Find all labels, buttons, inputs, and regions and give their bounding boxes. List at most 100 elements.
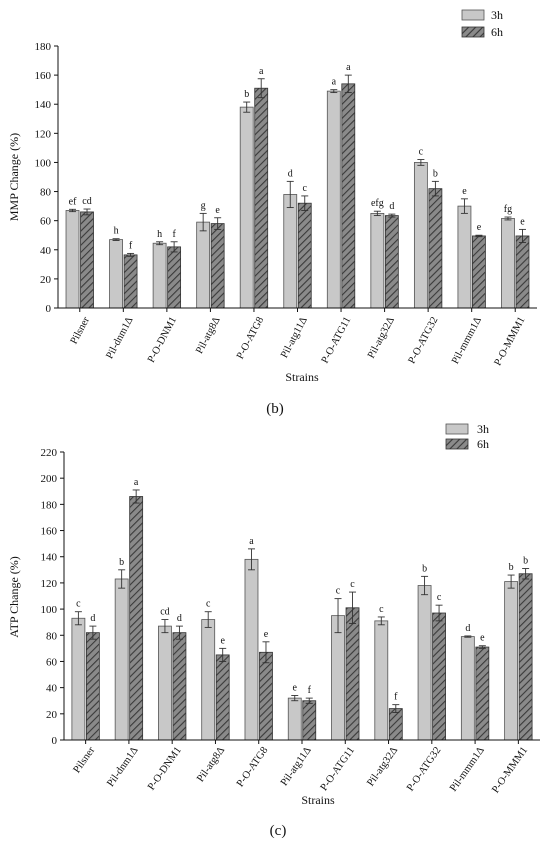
x-axis-title: Strains: [301, 793, 335, 807]
category-label: P-O-MMM1: [493, 315, 528, 368]
bar-3h: [65, 210, 80, 309]
significance-letter: c: [437, 592, 442, 603]
y-axis-ticks: 0 20 40 60 80 100 120 140 160 180: [35, 41, 58, 315]
bar-6h: [297, 202, 312, 309]
y-tick-label: 80: [40, 187, 52, 199]
category-labels: Pilsner Pil-dnm1Δ P-O-DNM1 Pil-atg8Δ P-O-ATG…: [69, 315, 528, 368]
significance-letter: e: [520, 216, 525, 227]
bar-3h: [244, 558, 259, 741]
y-tick-label: 0: [52, 735, 58, 747]
y-tick-label: 180: [41, 499, 58, 511]
significance-letter: c: [303, 183, 308, 194]
significance-letter: d: [389, 201, 394, 212]
significance-letter: g: [201, 200, 206, 211]
legend-swatch-3h: [445, 423, 469, 435]
significance-letter: a: [249, 536, 254, 547]
bar-3h: [239, 106, 254, 309]
bar-6h: [129, 496, 144, 741]
significance-letter: f: [172, 229, 176, 240]
y-tick-label: 140: [41, 552, 58, 564]
y-tick-label: 60: [46, 656, 58, 668]
significance-letter: e: [293, 682, 298, 693]
bar-3h: [283, 194, 298, 309]
significance-letter: d: [288, 168, 293, 179]
y-tick-label: 80: [46, 630, 58, 642]
significance-letter: c: [76, 599, 81, 610]
significance-letter: a: [346, 62, 351, 73]
y-tick-label: 60: [40, 216, 52, 228]
category-label: P-O-ATG8: [235, 315, 266, 361]
significance-letter: e: [215, 205, 220, 216]
bar-3h: [326, 90, 341, 309]
bar-6h: [210, 223, 225, 309]
significance-letter: a: [259, 66, 264, 77]
bar-6h: [259, 651, 273, 741]
x-axis-title: Strains: [285, 370, 319, 384]
bar-6h: [123, 254, 138, 309]
significance-letter: ef: [69, 196, 77, 207]
bar-6h: [515, 235, 530, 309]
category-label: Pil-atg8Δ: [194, 315, 223, 356]
category-label: P-O-ATG11: [319, 745, 357, 793]
bar-6h: [472, 235, 486, 309]
y-tick-label: 20: [40, 274, 52, 286]
bar-6h: [254, 87, 269, 309]
bar-3h: [196, 221, 211, 309]
bar-6h: [302, 700, 317, 741]
significance-letter: cd: [160, 607, 169, 618]
y-axis-ticks: 0 20 40 60 80 100 120 140 160 180 200 220: [41, 447, 64, 747]
bar-6h: [428, 188, 443, 309]
y-tick-label: 220: [41, 447, 58, 459]
significance-letter: h: [114, 226, 119, 237]
legend: 3h 6h: [445, 422, 489, 451]
legend-swatch-6h: [445, 438, 469, 450]
bar-6h: [215, 654, 230, 741]
significance-letter: fg: [504, 204, 512, 215]
axes: [57, 46, 537, 312]
bar-3h: [152, 242, 167, 309]
bar-3h: [413, 162, 428, 309]
significance-letter: d: [90, 613, 95, 624]
bar-6h: [80, 211, 94, 309]
y-tick-label: 40: [40, 245, 52, 257]
significance-letter: c: [336, 586, 341, 597]
bar-3h: [457, 205, 472, 309]
bar-3h: [158, 625, 172, 741]
bar-6h: [341, 83, 356, 309]
category-label: P-O-ATG32: [405, 745, 443, 793]
category-label: Pilsner: [69, 315, 93, 346]
category-label: Pil-dnm1Δ: [105, 745, 140, 789]
bar-3h: [201, 619, 216, 741]
category-label: Pil-dnm1Δ: [104, 315, 135, 361]
significance-letter: f: [129, 240, 133, 251]
significance-letter: b: [509, 562, 514, 573]
legend: 3h 6h: [461, 8, 503, 39]
category-label: Pil-atg11Δ: [279, 745, 314, 788]
panel-label: (b): [266, 401, 284, 417]
significance-letter: b: [119, 557, 124, 568]
category-label: Pilsner: [72, 745, 98, 776]
significance-letter: e: [477, 222, 482, 233]
significance-letter: cd: [82, 196, 91, 207]
bar-3h: [114, 578, 129, 741]
y-tick-label: 160: [41, 526, 58, 538]
legend-label-6h: 6h: [491, 25, 503, 39]
bar-3h: [417, 585, 432, 741]
category-label: Pil-mmm1Δ: [448, 745, 487, 794]
legend-label-3h: 3h: [491, 8, 503, 22]
panel-label: (c): [270, 823, 287, 839]
bar-3h: [501, 218, 515, 309]
significance-letter: b: [523, 556, 528, 567]
category-label: Pil-atg32Δ: [366, 315, 397, 360]
significance-letter: c: [206, 599, 211, 610]
category-label: P-O-ATG32: [407, 315, 441, 365]
significance-letter: c: [379, 604, 384, 615]
category-label: P-O-DNM1: [146, 315, 179, 364]
y-tick-label: 140: [35, 99, 52, 111]
legend-swatch-6h: [461, 26, 485, 38]
significance-letter: e: [462, 186, 467, 197]
